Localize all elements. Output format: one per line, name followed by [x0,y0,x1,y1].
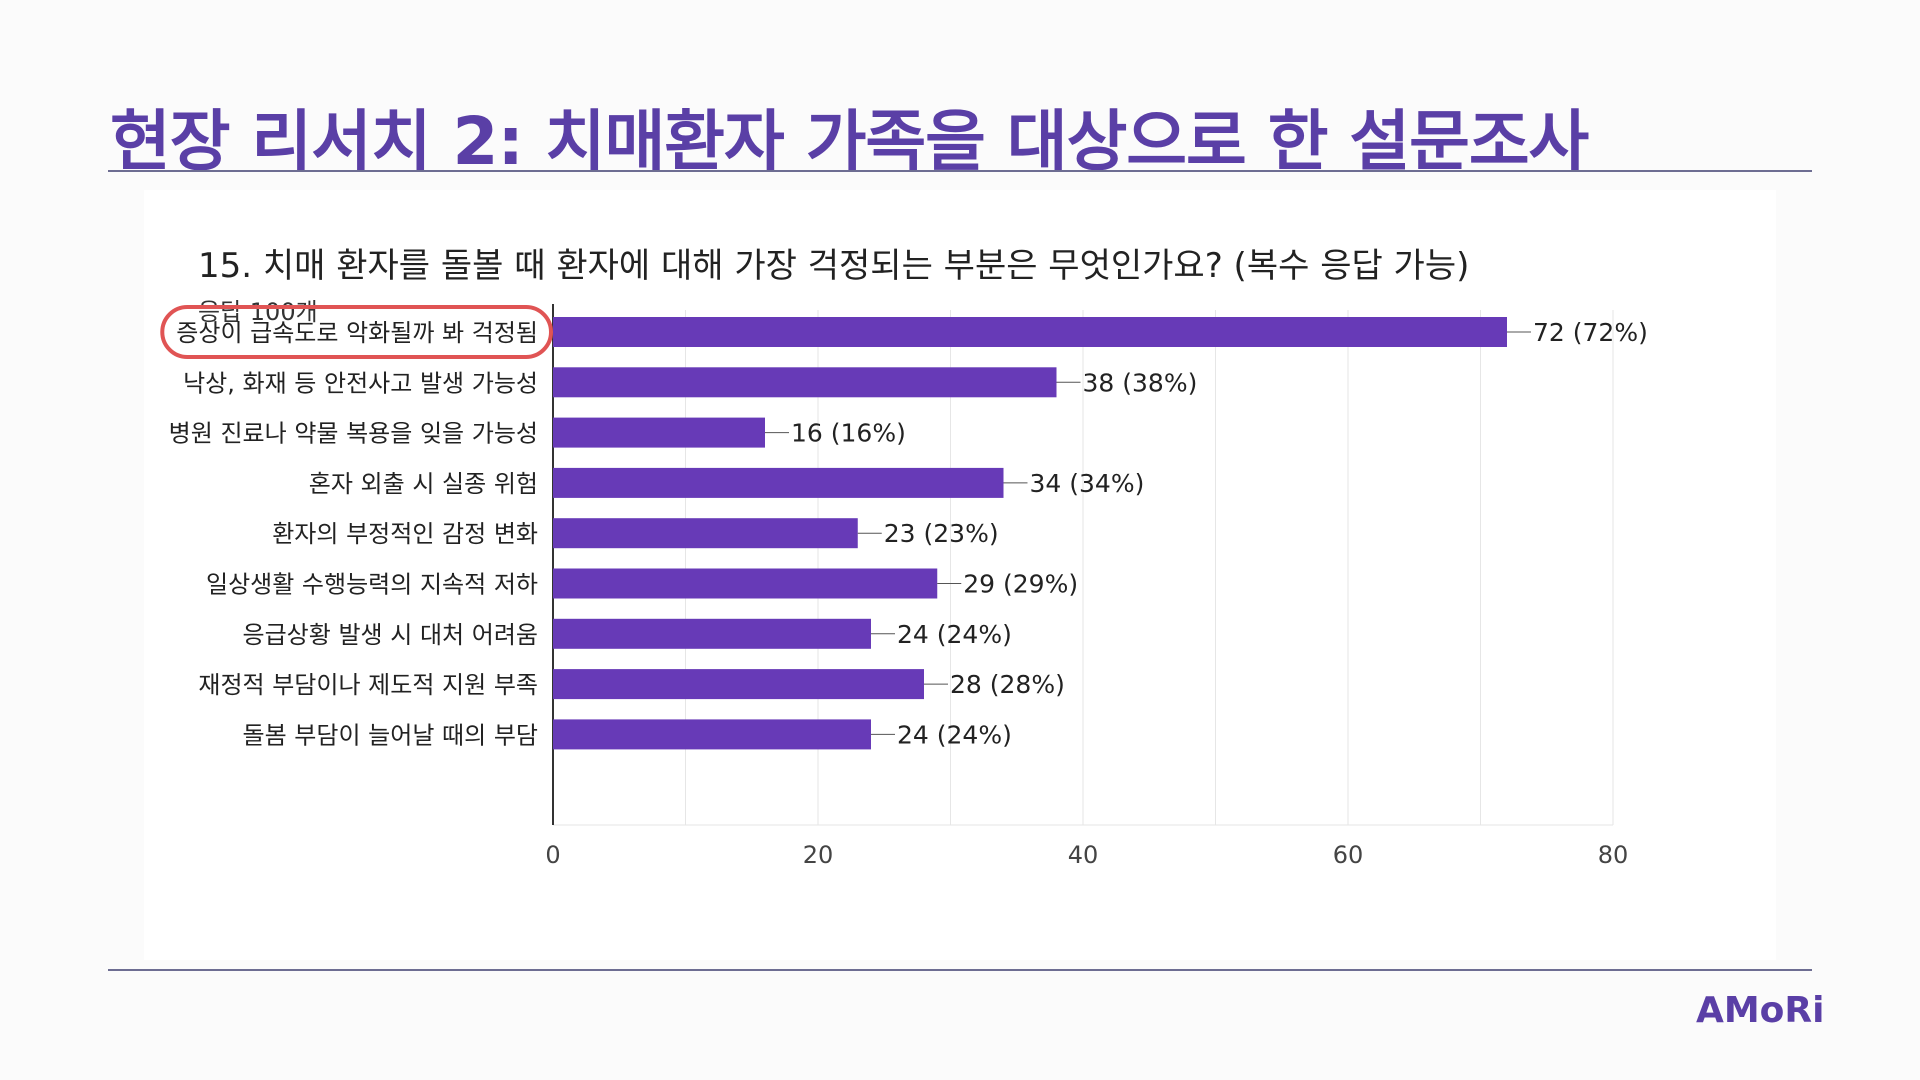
x-tick-label: 20 [803,841,834,869]
value-label: 38 (38%) [1083,368,1198,397]
bar [553,467,1004,498]
category-label: 재정적 부담이나 제도적 지원 부족 [198,671,538,699]
value-label: 24 (24%) [897,620,1012,649]
bar [553,669,924,700]
value-label: 28 (28%) [950,670,1065,699]
bar [553,518,858,549]
category-label: 돌봄 부담이 늘어날 때의 부담 [243,721,538,749]
bar [553,568,938,599]
value-label: 16 (16%) [791,419,906,448]
amori-logo: AMoRi [1696,990,1825,1031]
x-tick-label: 60 [1333,841,1364,869]
highlight-ellipse [160,305,553,359]
bar [553,367,1057,398]
bars [553,317,1507,750]
bar [553,417,765,448]
bar [553,317,1507,347]
x-tick-label: 80 [1598,841,1629,869]
x-tick-labels: 0 20 40 60 80 [545,841,1628,869]
x-tick-label: 0 [545,841,560,869]
slide-title: 현장 리서치 2: 치매환자 가족을 대상으로 한 설문조사 [110,103,1589,180]
response-count: 응답 100개 [198,298,318,326]
title-divider [108,170,1812,172]
category-label: 증상이 급속도로 악화될까 봐 걱정됨 [176,319,538,347]
bar [553,618,871,649]
category-label: 환자의 부정적인 감정 변화 [272,520,538,548]
value-label: 72 (72%) [1533,318,1648,347]
category-label: 병원 진료나 약물 복용을 잊을 가능성 [169,420,538,448]
survey-card: 15. 치매 환자를 돌볼 때 환자에 대해 가장 걱정되는 부분은 무엇인가요… [144,190,1776,960]
value-label: 34 (34%) [1030,469,1145,498]
survey-question: 15. 치매 환자를 돌볼 때 환자에 대해 가장 걱정되는 부분은 무엇인가요… [198,246,1470,286]
category-label: 낙상, 화재 등 안전사고 발생 가능성 [183,369,538,397]
footer-divider [108,969,1812,971]
x-tick-label: 40 [1068,841,1099,869]
value-label: 23 (23%) [884,519,999,548]
value-label: 29 (29%) [963,570,1078,599]
category-label: 혼자 외출 시 실종 위험 [309,470,538,498]
value-labels: 72 (72%) 38 (38%) 16 (16%) 34 (34%) 23 (23%)… [765,318,1648,749]
value-label: 24 (24%) [897,720,1012,749]
bar [553,719,871,750]
category-label: 일상생활 수행능력의 지속적 저하 [206,571,538,599]
category-label: 응급상황 발생 시 대처 어려움 [243,621,538,649]
